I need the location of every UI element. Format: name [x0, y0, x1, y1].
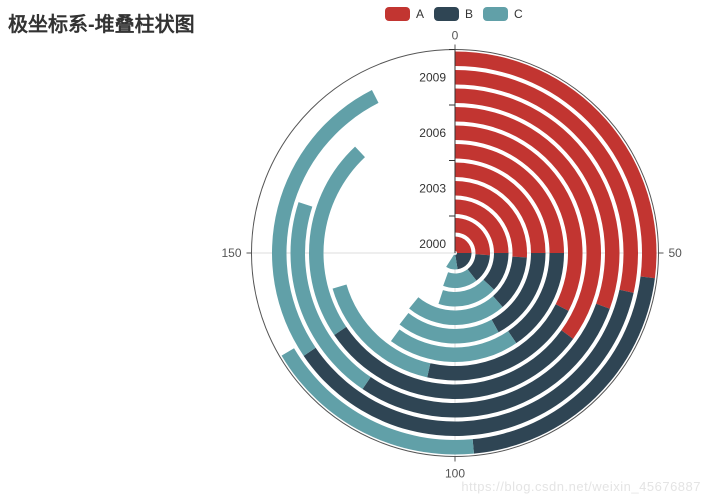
- legend-item-A[interactable]: A: [385, 7, 424, 21]
- bar-2007-series-A[interactable]: [455, 107, 602, 339]
- bar-2005-series-C[interactable]: [390, 329, 517, 362]
- bar-2001-series-C[interactable]: [443, 269, 477, 289]
- angle-axis-label-50: 50: [669, 246, 683, 260]
- bar-2010-series-B[interactable]: [472, 276, 655, 454]
- radius-axis-label-2009: 2009: [419, 70, 446, 84]
- bar-2003-series-B[interactable]: [493, 256, 527, 308]
- bar-2005-series-B[interactable]: [508, 253, 564, 344]
- angle-axis-label-150: 150: [221, 246, 241, 260]
- bar-2008-series-A[interactable]: [455, 88, 620, 309]
- bar-2003-series-A[interactable]: [455, 181, 528, 258]
- legend-label: C: [514, 7, 523, 21]
- bar-2004-series-B[interactable]: [491, 253, 546, 333]
- bar-2003-series-C[interactable]: [409, 296, 503, 325]
- radius-axis-label-2003: 2003: [419, 181, 446, 195]
- legend-item-C[interactable]: C: [483, 7, 523, 21]
- radius-axis-label-2000: 2000: [419, 237, 446, 251]
- bar-2000-series-B[interactable]: [455, 253, 472, 270]
- bar-2006-series-C[interactable]: [332, 284, 431, 378]
- bar-2005-series-A[interactable]: [455, 144, 564, 253]
- legend-label: B: [465, 7, 474, 21]
- legend-swatch-A: [385, 7, 410, 21]
- radius-axis-label-2006: 2006: [419, 126, 446, 140]
- watermark: https://blog.csdn.net/weixin_45676887: [461, 479, 701, 494]
- bar-2010-series-C[interactable]: [281, 348, 474, 455]
- bar-2000-series-A[interactable]: [455, 236, 472, 254]
- bar-2002-series-C[interactable]: [438, 279, 494, 307]
- bar-2008-series-C[interactable]: [290, 202, 371, 390]
- legend: A B C: [385, 7, 523, 21]
- legend-label: A: [416, 7, 425, 21]
- bar-2007-series-B[interactable]: [334, 326, 574, 399]
- chart-title: 极坐标系-堆叠柱状图: [8, 14, 195, 36]
- bar-2004-series-C[interactable]: [399, 313, 499, 344]
- angle-axis-label-100: 100: [445, 467, 465, 481]
- bar-2007-series-C[interactable]: [309, 146, 365, 336]
- bar-2002-series-A[interactable]: [455, 199, 509, 254]
- bar-2006-series-A[interactable]: [455, 125, 583, 311]
- bar-2006-series-B[interactable]: [427, 304, 569, 381]
- bar-2000-series-C[interactable]: [446, 254, 458, 270]
- legend-swatch-B: [434, 7, 460, 21]
- bar-2002-series-B[interactable]: [483, 253, 509, 290]
- angle-axis-label-0: 0: [452, 29, 459, 43]
- legend-swatch-C: [483, 7, 509, 21]
- bar-2009-series-C[interactable]: [271, 89, 379, 356]
- bar-2008-series-B[interactable]: [362, 303, 610, 418]
- bar-2009-series-B[interactable]: [303, 289, 634, 437]
- bar-2001-series-B[interactable]: [467, 254, 490, 281]
- bar-2004-series-A[interactable]: [455, 162, 546, 254]
- legend-item-B[interactable]: B: [434, 7, 473, 21]
- bar-2001-series-A[interactable]: [455, 218, 490, 256]
